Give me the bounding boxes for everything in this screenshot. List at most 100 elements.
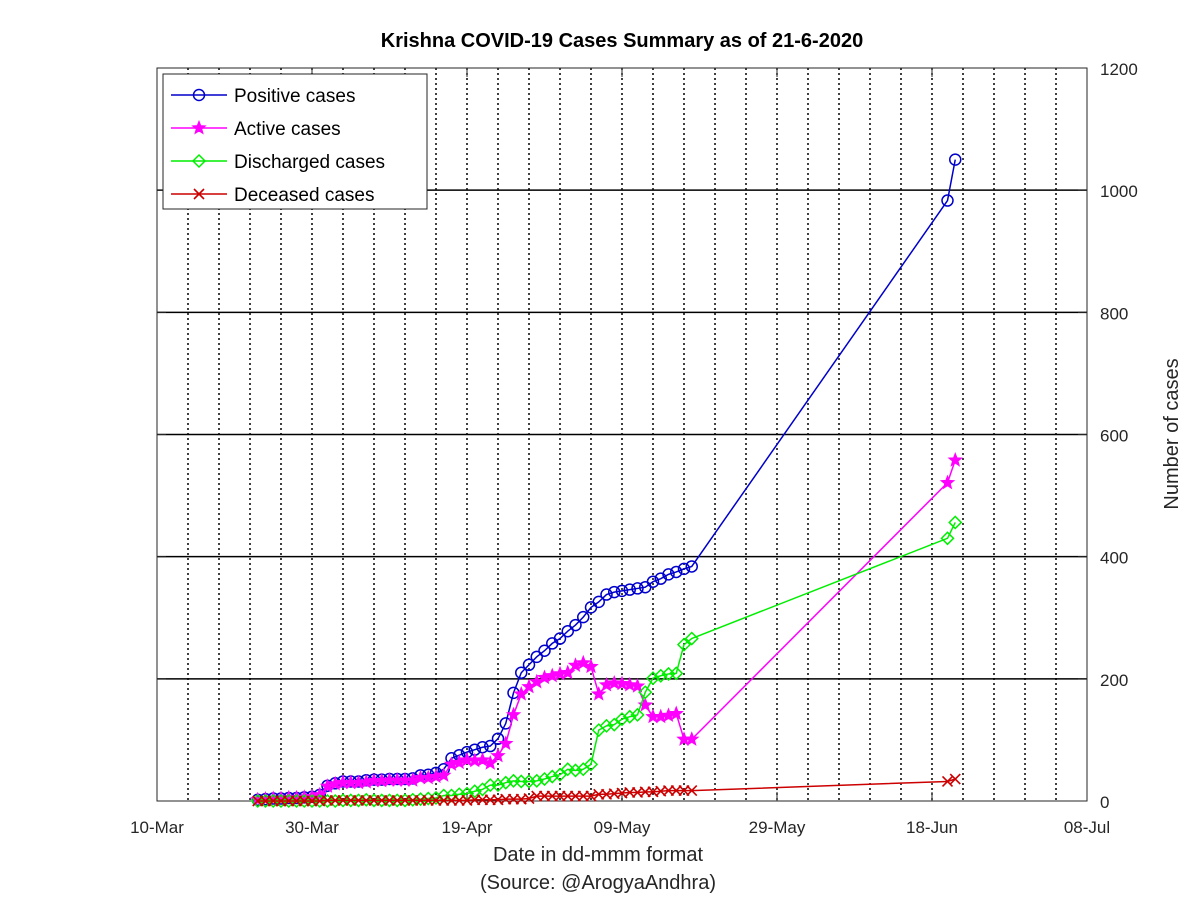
data-point <box>677 562 691 576</box>
y-axis-label: Number of cases <box>1161 358 1183 509</box>
x-tick-label: 29-May <box>749 818 806 837</box>
data-point <box>490 778 506 793</box>
data-point <box>553 632 567 645</box>
data-point <box>522 658 536 672</box>
data-point <box>606 674 622 690</box>
data-point <box>530 650 543 664</box>
data-point <box>537 771 552 787</box>
data-point <box>669 666 684 681</box>
legend-item: Discharged cases <box>171 152 385 173</box>
data-point <box>662 568 675 581</box>
legend-box <box>162 73 428 210</box>
x-tick-label: 30-Mar <box>285 818 339 837</box>
data-point <box>685 560 698 573</box>
y-tick-label: 0 <box>1100 793 1109 812</box>
x-axis-ticks: 10-Mar 30-Mar 19-Apr 09-May 29-May 18-Jun 08-J… <box>130 68 1110 837</box>
data-point <box>498 735 514 751</box>
data-point <box>498 775 513 790</box>
data-point <box>561 624 574 638</box>
data-point <box>948 515 963 530</box>
data-point <box>467 784 482 799</box>
data-point <box>940 531 955 546</box>
data-point <box>583 658 599 674</box>
data-point <box>622 709 637 724</box>
data-point <box>552 767 568 782</box>
series-discharged-cases <box>250 515 963 809</box>
data-point <box>653 668 668 683</box>
x-tick-label: 18-Jun <box>906 818 958 837</box>
data-point <box>637 696 653 712</box>
x-tick-label: 10-Mar <box>130 818 184 837</box>
data-point <box>538 644 551 657</box>
data-point <box>583 757 599 772</box>
data-point <box>676 637 692 652</box>
data-point <box>668 705 684 721</box>
data-point <box>686 785 698 797</box>
data-point <box>623 583 636 596</box>
legend-label: Positive cases <box>234 86 355 107</box>
data-point <box>577 610 590 624</box>
legend-marker <box>193 188 205 200</box>
y-tick-label: 200 <box>1100 671 1128 690</box>
legend-label: Deceased cases <box>234 185 374 206</box>
data-point <box>622 676 638 692</box>
data-point <box>545 769 560 784</box>
data-point <box>505 706 522 722</box>
data-point <box>614 712 630 727</box>
x-tick-label: 19-Apr <box>441 818 492 837</box>
y-tick-label: 600 <box>1100 427 1128 446</box>
data-point <box>684 731 700 746</box>
x-tick-label: 09-May <box>594 818 651 837</box>
data-point <box>529 773 544 788</box>
data-point <box>684 631 699 646</box>
y-tick-label: 400 <box>1100 549 1128 568</box>
data-point <box>600 588 613 601</box>
legend: Positive cases Active cases Discharged cas… <box>162 73 428 210</box>
data-point <box>630 707 645 722</box>
data-point <box>569 618 582 632</box>
data-point <box>436 767 452 782</box>
data-point <box>614 675 630 691</box>
legend-marker <box>191 119 207 135</box>
data-point <box>646 575 660 588</box>
data-point <box>591 685 607 701</box>
data-point <box>638 685 653 700</box>
data-point <box>949 773 961 785</box>
data-point <box>515 666 528 679</box>
data-point <box>484 739 497 753</box>
data-point <box>949 153 962 166</box>
legend-item: Deceased cases <box>171 185 374 206</box>
series-deceased-cases <box>252 773 961 807</box>
data-point <box>670 565 683 579</box>
data-point <box>474 751 491 767</box>
x-axis-label: Date in dd-mmm format <box>493 844 703 866</box>
y-tick-label: 1000 <box>1100 182 1138 201</box>
legend-label: Discharged cases <box>234 152 385 173</box>
data-point <box>575 654 591 670</box>
y-tick-label: 1200 <box>1100 60 1138 79</box>
data-point <box>645 671 661 686</box>
data-point <box>947 452 963 467</box>
data-point <box>941 775 954 788</box>
data-point <box>629 678 646 693</box>
chart-title: Krishna COVID-19 Cases Summary as of 21-… <box>381 30 863 52</box>
legend-marker <box>192 88 206 102</box>
legend-item: Positive cases <box>171 86 355 107</box>
legend-label: Active cases <box>234 119 341 140</box>
data-point <box>599 718 614 733</box>
legend-item: Active cases <box>171 119 341 140</box>
data-point <box>608 585 621 599</box>
data-point <box>459 751 475 767</box>
data-point <box>631 582 644 595</box>
data-point <box>941 194 954 207</box>
data-point <box>490 747 506 763</box>
data-point <box>939 474 956 490</box>
data-point <box>615 584 629 598</box>
data-point <box>607 717 622 732</box>
data-point <box>592 595 605 609</box>
x-axis-source-label: (Source: @ArogyaAndhra) <box>480 872 716 894</box>
series-layer <box>250 153 963 809</box>
data-point <box>568 763 583 778</box>
series-active-cases <box>250 452 963 807</box>
